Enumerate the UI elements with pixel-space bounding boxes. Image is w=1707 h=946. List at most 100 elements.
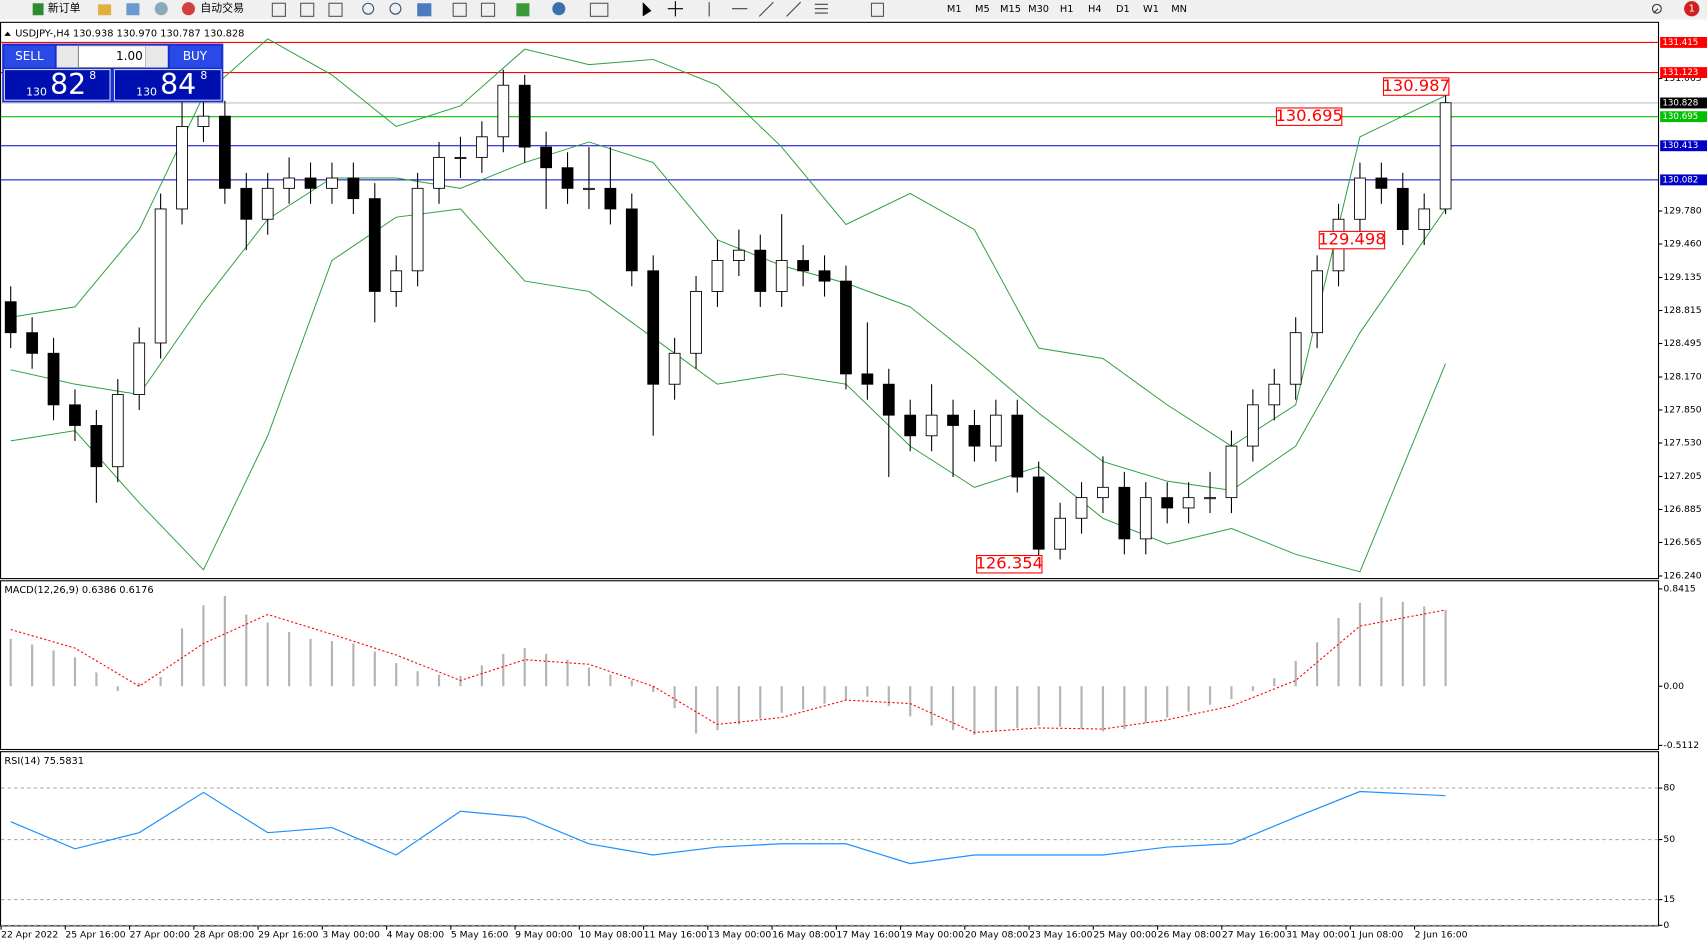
price-level-label: 131.415 [1662, 38, 1698, 48]
icon[interactable] [516, 3, 530, 17]
macd-bar [1208, 686, 1212, 705]
timeframe-button[interactable]: M1 [947, 4, 962, 15]
macd-bar [780, 686, 783, 713]
candle-body [1311, 270, 1323, 334]
candle-body [1054, 517, 1066, 550]
y-tick-label: 127.205 [1663, 471, 1701, 482]
candle-body [668, 352, 681, 385]
candle-body [775, 260, 788, 292]
rsi-pane [0, 751, 1660, 927]
icon[interactable] [642, 2, 652, 17]
icon[interactable] [589, 2, 609, 17]
timeframe-button[interactable]: H1 [1060, 4, 1074, 15]
macd-bar [1316, 642, 1319, 687]
buy-button[interactable] [169, 45, 222, 68]
timeframe-button[interactable]: M30 [1028, 4, 1049, 15]
buy-label[interactable]: BUY [183, 49, 208, 63]
timeframe-button[interactable]: M5 [975, 4, 990, 15]
icon[interactable] [98, 4, 112, 16]
macd-bar [823, 686, 826, 704]
candle-body [1268, 383, 1281, 406]
buy-price-box[interactable] [113, 69, 222, 101]
icon[interactable] [362, 2, 375, 15]
x-tick-label: 16 May 08:00 [772, 930, 836, 941]
macd-bar [1337, 617, 1340, 687]
timeframe-button[interactable]: D1 [1116, 4, 1130, 15]
candle-body [1011, 414, 1024, 478]
candle-body [368, 198, 381, 292]
x-tick-label: 31 May 00:00 [1286, 930, 1350, 941]
y-tick-label: 126.240 [1663, 570, 1701, 581]
x-tick-label: 19 May 00:00 [901, 930, 965, 941]
x-tick-label: 2 Jun 16:00 [1415, 930, 1468, 941]
candle-body [497, 84, 510, 138]
macd-bar [994, 686, 997, 732]
price-pane [0, 21, 1660, 580]
candle-body [925, 414, 938, 437]
macd-bar [52, 650, 55, 687]
icon[interactable] [667, 1, 684, 17]
lots[interactable]: 1.00 [116, 49, 143, 63]
candle-body [711, 260, 724, 292]
candle-body [1182, 497, 1195, 509]
macd-bar [288, 631, 291, 687]
lot-down[interactable] [56, 45, 79, 68]
candle-body [176, 126, 188, 210]
icon[interactable] [1651, 3, 1662, 14]
icon[interactable] [300, 2, 315, 17]
timeframe-button[interactable]: M15 [1000, 4, 1021, 15]
y-tick-label: 129.460 [1663, 239, 1701, 250]
macd-bar [373, 651, 376, 687]
timeframe-button[interactable]: H4 [1088, 4, 1102, 15]
price-level-tag [1660, 140, 1707, 152]
icon[interactable] [552, 2, 566, 16]
y-tick-label: 127.850 [1663, 405, 1701, 416]
y-tick-label: 128.170 [1663, 372, 1701, 383]
candle-body [647, 270, 660, 385]
macd-bar [951, 686, 955, 731]
icon[interactable] [417, 3, 432, 17]
icon[interactable] [271, 2, 286, 17]
price-callout: 130.695 [1275, 106, 1343, 125]
candle-body [4, 301, 17, 334]
icon[interactable] [452, 2, 467, 17]
candle-body [304, 177, 317, 189]
price-callout-box [1275, 107, 1343, 126]
y-tick-label: 128.495 [1663, 338, 1701, 349]
sell-button[interactable] [4, 45, 55, 68]
macd-bar [480, 665, 483, 687]
icon[interactable] [480, 2, 496, 17]
y-tick-label: 131.065 [1663, 73, 1701, 84]
icon[interactable] [181, 2, 195, 16]
macd-bar [844, 686, 848, 701]
macd-bar [138, 682, 141, 687]
macd-bar [802, 686, 805, 710]
buy-price-sup: 8 [200, 69, 207, 82]
candle-body [1204, 497, 1216, 500]
new-order-button[interactable]: 新订单 [48, 1, 81, 15]
macd-bar [1423, 606, 1426, 687]
auto-trading-button[interactable]: 自动交易 [200, 1, 244, 15]
candle-body [1161, 497, 1174, 509]
icon[interactable] [708, 1, 828, 17]
icon[interactable] [126, 3, 140, 16]
icon[interactable] [389, 2, 402, 15]
candle-body [347, 177, 360, 200]
icon[interactable] [328, 2, 343, 17]
timeframe-button[interactable]: W1 [1143, 4, 1159, 15]
macd-bar [223, 596, 226, 687]
sell-label[interactable]: SELL [15, 49, 44, 63]
candle-body [154, 208, 167, 344]
timeframe-button[interactable]: MN [1171, 4, 1187, 15]
rsi-title: RSI(14) 75.5831 [4, 756, 84, 767]
candle-body [690, 290, 702, 354]
icon[interactable] [870, 2, 885, 17]
alert-badge[interactable] [1684, 1, 1700, 17]
x-tick-label: 9 May 00:00 [515, 930, 573, 941]
buy-price-main: 84 [160, 68, 196, 101]
price-level-label: 130.695 [1662, 112, 1698, 122]
icon[interactable] [154, 2, 168, 16]
candle-body [411, 187, 424, 272]
sell-price-box[interactable] [3, 69, 111, 101]
lot-up[interactable] [145, 45, 168, 68]
